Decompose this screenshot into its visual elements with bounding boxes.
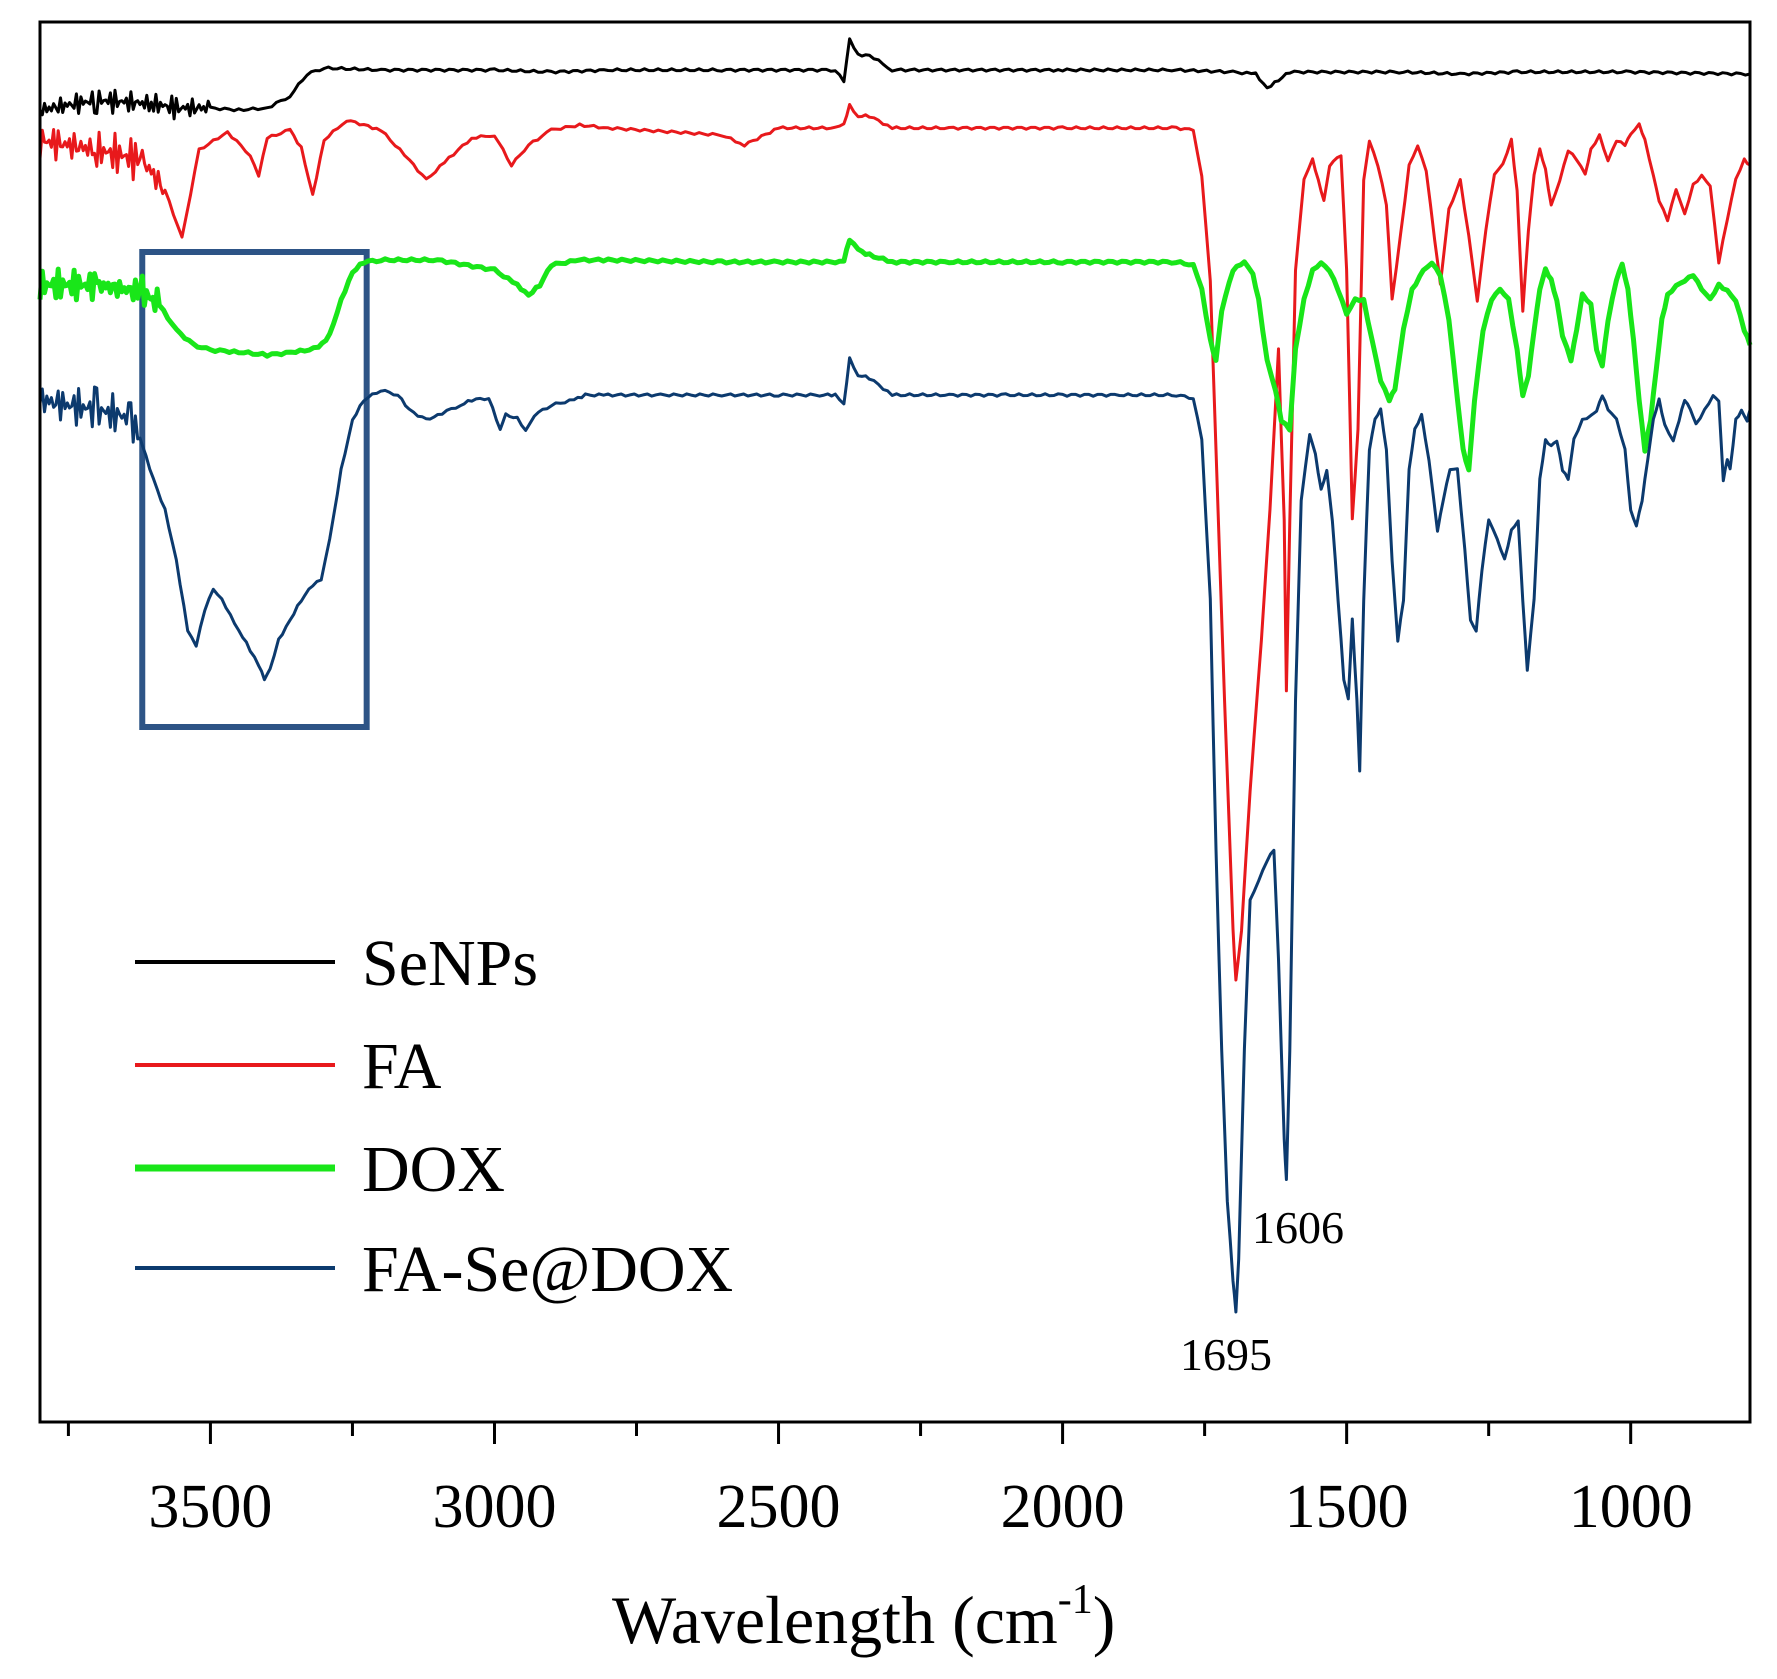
legend-label-dox: DOX xyxy=(362,1133,505,1206)
legend: SeNPs FA DOX FA-Se@DOX xyxy=(135,927,733,1306)
legend-label-senps: SeNPs xyxy=(362,927,538,1000)
x-axis-title: Wavelength (cm-1) xyxy=(612,1577,1115,1658)
series-line-dox xyxy=(37,237,1753,473)
x-axis-title-main: Wavelength (cm xyxy=(612,1582,1058,1658)
x-tick-label-1500: 1500 xyxy=(1285,1473,1409,1541)
plot-frame xyxy=(38,20,1752,1424)
x-tick-label-3500: 3500 xyxy=(148,1473,272,1541)
x-tick-label-2500: 2500 xyxy=(717,1473,841,1541)
x-ticks xyxy=(66,1422,1633,1444)
x-tick-label-2000: 2000 xyxy=(1001,1473,1125,1541)
x-tick-labels: 3500 3000 2500 2000 1500 1000 xyxy=(148,1473,1692,1541)
highlight-region xyxy=(139,249,370,730)
series-group xyxy=(37,37,1753,1314)
x-axis-title-superscript: -1 xyxy=(1058,1577,1093,1623)
peak-label-1695: 1695 xyxy=(1180,1329,1272,1380)
series-line-fa xyxy=(38,103,1751,982)
x-axis-title-close: ) xyxy=(1093,1582,1116,1658)
x-tick-label-1000: 1000 xyxy=(1569,1473,1693,1541)
highlight-box xyxy=(139,249,370,730)
legend-label-fa: FA xyxy=(362,1030,442,1103)
series-line-fa-se-dox xyxy=(38,356,1752,1314)
peak-label-1606: 1606 xyxy=(1252,1202,1344,1253)
x-tick-label-3000: 3000 xyxy=(432,1473,556,1541)
series-line-senps xyxy=(38,37,1751,121)
legend-label-fa-se-dox: FA-Se@DOX xyxy=(362,1233,733,1306)
